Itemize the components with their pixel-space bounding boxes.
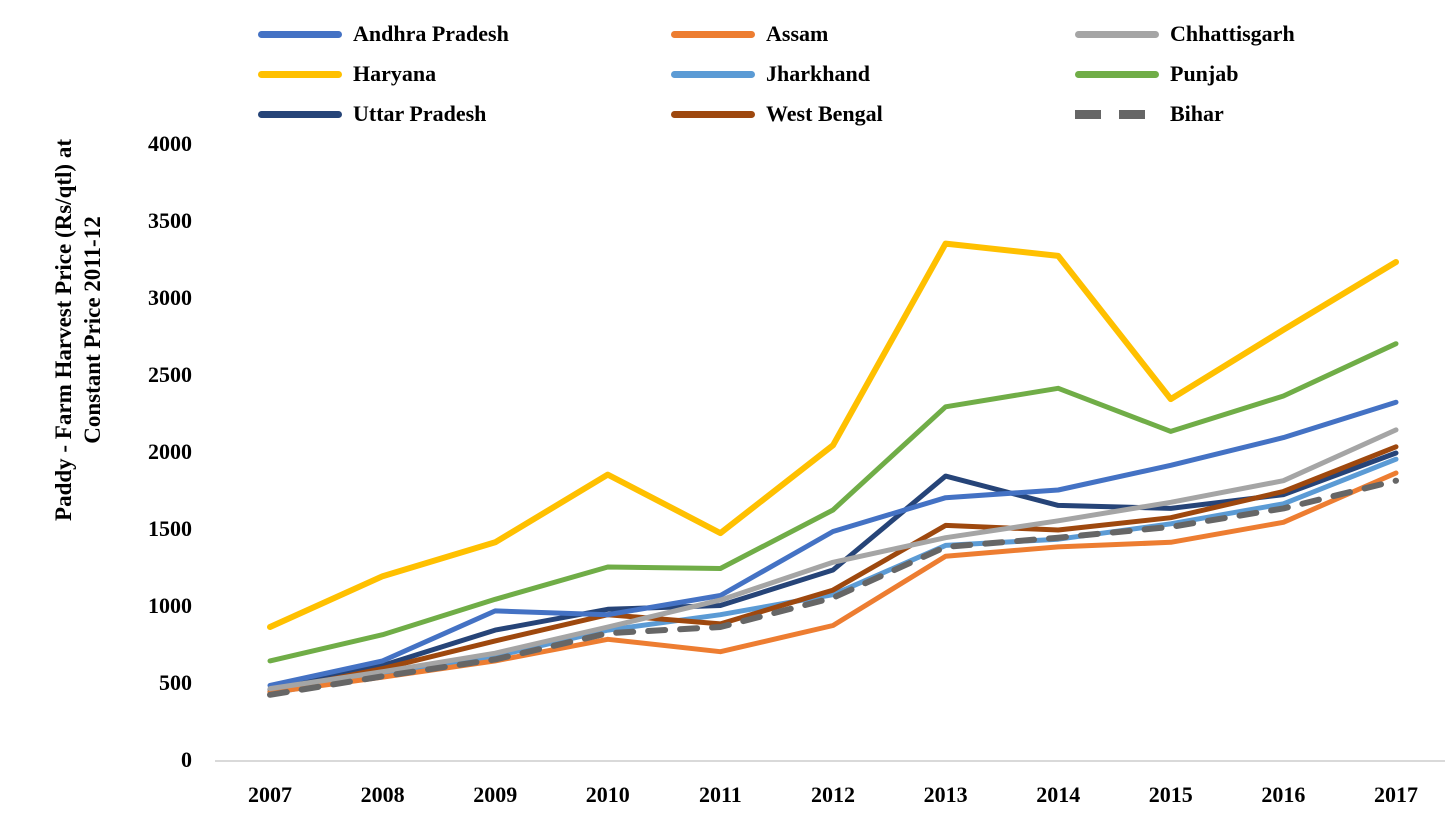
x-tick-2016: 2016 xyxy=(1261,782,1306,807)
x-tick-2008: 2008 xyxy=(360,782,405,807)
legend-item-chhattisgarh: Chhattisgarh xyxy=(1075,14,1448,54)
series-line-bihar xyxy=(267,477,1399,698)
x-tick-2012: 2012 xyxy=(811,782,855,807)
x-tick-2007: 2007 xyxy=(248,782,292,807)
legend-label: Assam xyxy=(766,21,829,46)
y-tick-1500: 1500 xyxy=(148,516,192,541)
legend-swatch-chhattisgarh-icon xyxy=(1075,30,1159,38)
series-line-jharkhand xyxy=(267,456,1399,696)
legend-item-punjab: Punjab xyxy=(1075,54,1448,94)
legend-swatch-punjab-icon xyxy=(1075,70,1159,78)
y-tick-1000: 1000 xyxy=(148,593,192,618)
legend-label: Uttar Pradesh xyxy=(353,101,487,126)
legend-label: Bihar xyxy=(1170,101,1224,126)
y-tick-2500: 2500 xyxy=(148,362,192,387)
y-tick-500: 500 xyxy=(159,670,192,695)
x-tick-2011: 2011 xyxy=(698,782,742,807)
x-tick-2010: 2010 xyxy=(585,782,630,807)
legend-item-bihar: Bihar xyxy=(1075,94,1448,134)
legend-label: Andhra Pradesh xyxy=(353,21,509,46)
series-line-chhattisgarh xyxy=(267,427,1399,692)
x-tick-2017: 2017 xyxy=(1374,782,1418,807)
x-axis-line xyxy=(215,760,1445,762)
series-line-uttar-pradesh xyxy=(267,450,1399,692)
legend-label: Jharkhand xyxy=(766,61,870,86)
series-line-punjab xyxy=(267,341,1399,664)
y-tick-2000: 2000 xyxy=(148,439,192,464)
legend-label: Haryana xyxy=(353,61,437,86)
legend-swatch-jharkhand-icon xyxy=(671,70,755,78)
y-tick-3000: 3000 xyxy=(148,285,192,310)
legend-swatch-haryana-icon xyxy=(258,70,342,78)
series-line-west-bengal xyxy=(267,444,1399,695)
y-tick-4000: 4000 xyxy=(148,131,192,156)
legend-item-assam: Assam xyxy=(671,14,1075,54)
legend-label: Punjab xyxy=(1170,61,1239,86)
legend-label: Chhattisgarh xyxy=(1170,21,1295,46)
legend-swatch-bihar-icon xyxy=(1075,109,1159,119)
legend-label: West Bengal xyxy=(766,101,883,126)
y-tick-0: 0 xyxy=(181,747,192,772)
series-line-haryana xyxy=(267,240,1399,630)
legend-swatch-west-bengal-icon xyxy=(671,110,755,118)
legend-item-uttar-pradesh: Uttar Pradesh xyxy=(258,94,671,134)
legend-swatch-assam-icon xyxy=(671,30,755,38)
legend-item-andhra-pradesh: Andhra Pradesh xyxy=(258,14,671,54)
x-tick-2014: 2014 xyxy=(1036,782,1081,807)
legend-item-west-bengal: West Bengal xyxy=(671,94,1075,134)
legend: Andhra Pradesh Assam Chhattisgarh Haryana Jh… xyxy=(258,14,1448,134)
series-line-andhra-pradesh xyxy=(267,399,1399,688)
x-tick-2013: 2013 xyxy=(923,782,968,807)
x-tick-2009: 2009 xyxy=(473,782,518,807)
legend-item-jharkhand: Jharkhand xyxy=(671,54,1075,94)
x-tick-2015: 2015 xyxy=(1148,782,1193,807)
legend-swatch-andhra-pradesh-icon xyxy=(258,30,342,38)
legend-swatch-uttar-pradesh-icon xyxy=(258,110,342,118)
y-tick-3500: 3500 xyxy=(148,208,192,233)
legend-item-haryana: Haryana xyxy=(258,54,671,94)
